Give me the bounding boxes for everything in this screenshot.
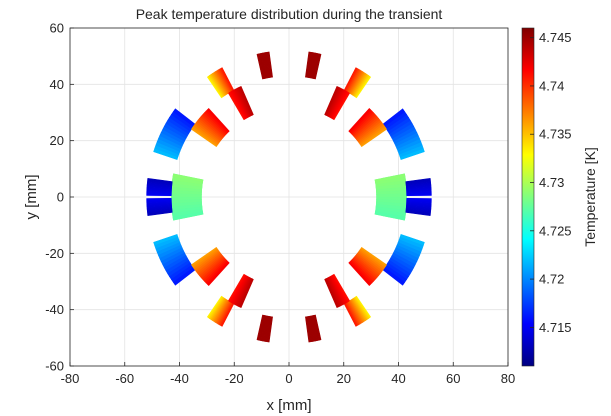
x-tick-label: -60: [115, 371, 134, 386]
coil-block: [382, 234, 425, 286]
coil-block: [146, 197, 173, 216]
coil-segment: [305, 51, 311, 78]
x-tick-label: 80: [501, 371, 515, 386]
coil-block: [324, 273, 351, 309]
x-tick-label: 0: [285, 371, 292, 386]
coil-segment: [376, 193, 408, 198]
x-tick-label: 40: [391, 371, 405, 386]
chart-title: Peak temperature distribution during the…: [136, 6, 443, 22]
coil-block: [256, 51, 273, 80]
x-tick-label: -20: [225, 371, 244, 386]
coil-block: [146, 178, 173, 197]
coil-segment: [374, 211, 406, 221]
x-tick-label: 60: [446, 371, 460, 386]
coil-block: [324, 85, 351, 121]
x-axis: -80 -60 -40 -20 0 20 40 60 80: [61, 362, 515, 386]
coil-block: [256, 314, 273, 343]
coil-block: [170, 173, 204, 221]
coil-segment: [147, 211, 173, 216]
colorbar-ticks: 4.745 4.74 4.735 4.73 4.725 4.72 4.715: [530, 30, 572, 335]
coil-block: [153, 234, 196, 286]
coil-block: [343, 67, 372, 99]
colorbar-tick-label: 4.73: [539, 175, 564, 190]
colorbar: 4.745 4.74 4.735 4.73 4.725 4.72 4.715: [521, 27, 572, 367]
coil-segment: [405, 178, 431, 183]
coil-segment: [305, 316, 311, 343]
coil-block: [206, 67, 235, 99]
coil-block: [343, 295, 372, 327]
y-tick-label: 20: [50, 133, 64, 148]
colorbar-gradient: [521, 27, 535, 367]
coil-block: [206, 295, 235, 327]
y-axis-label: y [mm]: [23, 175, 40, 220]
coil-block: [227, 85, 254, 121]
coil-segment: [147, 178, 173, 183]
coil-segment: [170, 193, 202, 198]
y-tick-label: 40: [50, 77, 64, 92]
y-tick-label: -60: [45, 359, 64, 374]
coil-segment: [267, 316, 273, 343]
coil-block: [190, 107, 230, 148]
y-tick-label: -20: [45, 246, 64, 261]
y-axis: 60 40 20 0 -20 -40 -60: [45, 21, 74, 374]
coil-segment: [206, 107, 230, 133]
coil-segment: [405, 211, 431, 216]
x-tick-label: 20: [337, 371, 351, 386]
coil-block: [405, 178, 432, 197]
coil-block: [348, 107, 388, 148]
coil-segment: [239, 278, 254, 309]
coil-segment: [239, 85, 254, 116]
coil-block: [305, 51, 322, 80]
y-tick-label: 0: [57, 190, 64, 205]
colorbar-label: Temperature [K]: [582, 147, 598, 247]
coil-segment: [172, 211, 204, 221]
colorbar-tick-label: 4.72: [539, 272, 564, 287]
coil-block: [374, 173, 408, 221]
coil-blocks: [146, 51, 432, 343]
colorbar-tick-label: 4.74: [539, 78, 564, 93]
coil-block: [190, 246, 230, 287]
colorbar-tick-label: 4.745: [539, 30, 572, 45]
coil-block: [405, 197, 432, 216]
y-tick-label: -40: [45, 302, 64, 317]
x-axis-label: x [mm]: [267, 397, 312, 414]
colorbar-tick-label: 4.735: [539, 127, 572, 142]
coil-block: [227, 273, 254, 309]
coil-block: [153, 108, 196, 160]
coil-segment: [324, 278, 339, 309]
coil-block: [305, 314, 322, 343]
coil-segment: [324, 85, 339, 116]
x-tick-label: -80: [61, 371, 80, 386]
coil-segment: [206, 261, 230, 287]
coil-segment: [348, 261, 372, 287]
colorbar-tick-label: 4.725: [539, 223, 572, 238]
coil-segment: [267, 51, 273, 78]
coil-segment: [348, 107, 372, 133]
coil-block: [348, 246, 388, 287]
colorbar-tick-label: 4.715: [539, 320, 572, 335]
x-tick-label: -40: [170, 371, 189, 386]
y-tick-label: 60: [50, 21, 64, 36]
